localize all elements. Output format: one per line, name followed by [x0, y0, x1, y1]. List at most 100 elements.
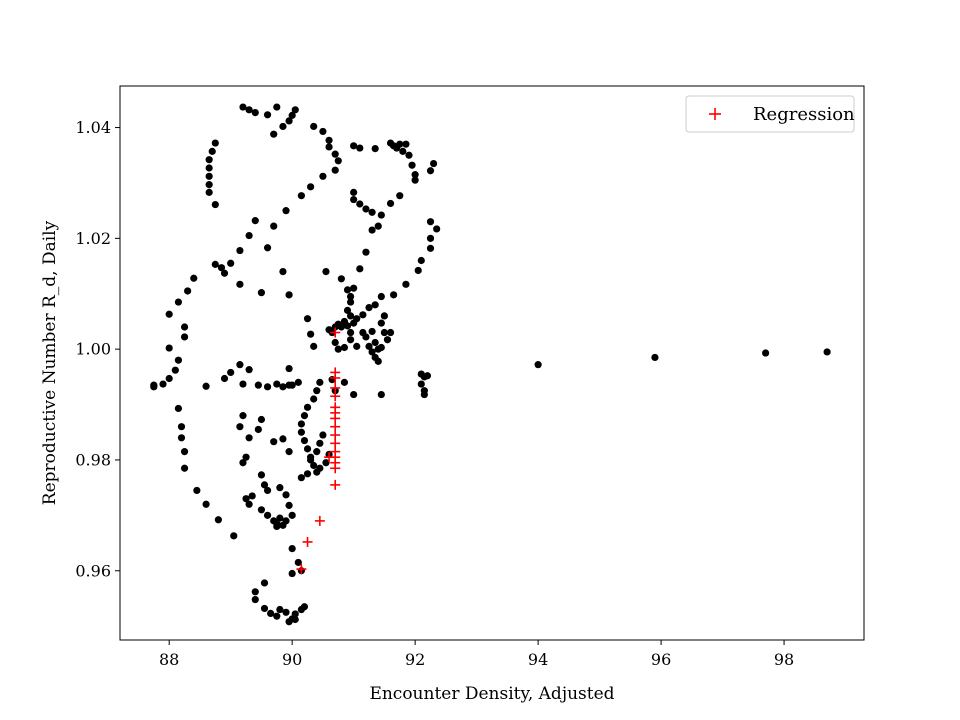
regression-point: [302, 536, 313, 547]
regression-point: [296, 564, 307, 575]
observed-point: [242, 453, 250, 461]
observed-point: [353, 342, 361, 350]
observed-point: [408, 161, 416, 169]
observed-point: [340, 343, 349, 352]
observed-point: [193, 486, 201, 495]
observed-point: [276, 605, 284, 614]
observed-point: [263, 383, 272, 391]
observed-point: [310, 342, 318, 350]
observed-point: [270, 222, 278, 230]
observed-point: [426, 234, 435, 242]
observed-point: [417, 256, 425, 265]
observed-point: [205, 164, 213, 172]
observed-point: [282, 207, 290, 215]
observed-point: [297, 474, 305, 482]
observed-point: [257, 289, 266, 297]
observed-point: [267, 609, 275, 618]
observed-point: [300, 412, 309, 420]
observed-point: [399, 147, 407, 155]
observed-point: [762, 349, 770, 357]
observed-point: [297, 428, 305, 436]
observed-point: [177, 434, 186, 442]
observed-point: [307, 330, 315, 338]
observed-point: [377, 319, 385, 327]
y-tick-label: 0.96: [75, 561, 111, 580]
regression-point: [330, 463, 341, 474]
observed-point: [260, 579, 269, 587]
observed-point: [291, 615, 299, 624]
regression-point: [330, 479, 341, 490]
observed-point: [350, 284, 358, 292]
observed-point: [356, 265, 364, 273]
observed-point: [174, 356, 183, 364]
observed-point: [279, 383, 287, 391]
observed-point: [316, 439, 324, 447]
x-tick-label: 92: [405, 650, 425, 669]
observed-point: [180, 448, 189, 456]
observed-point: [402, 280, 410, 288]
observed-point: [150, 383, 158, 391]
observed-point: [368, 226, 376, 234]
regression-point: [324, 452, 335, 463]
observed-point: [279, 267, 287, 276]
observed-point: [350, 142, 358, 150]
observed-point: [273, 612, 281, 620]
observed-point: [254, 425, 262, 434]
observed-point: [211, 260, 219, 268]
observed-point: [279, 435, 287, 443]
observed-point: [248, 492, 256, 500]
x-axis-ticks: 88 90 92 94 96 98: [159, 640, 794, 669]
observed-point: [377, 390, 385, 399]
observed-point: [380, 312, 388, 320]
observed-point: [202, 382, 210, 390]
observed-point: [282, 517, 290, 525]
observed-point: [411, 176, 419, 184]
y-axis-label: Reproductive Number R_d, Daily: [40, 220, 60, 505]
legend: Regression: [685, 95, 855, 133]
observed-point: [202, 500, 210, 508]
observed-point: [180, 323, 189, 331]
observed-point: [211, 200, 219, 209]
observed-point: [297, 605, 305, 614]
observed-point: [288, 381, 296, 389]
observed-point: [313, 448, 321, 456]
regression-point: [330, 372, 341, 383]
observed-point: [371, 145, 379, 153]
observed-point: [285, 117, 293, 125]
legend-label-regression: Regression: [753, 104, 855, 125]
observed-point: [390, 291, 398, 299]
observed-point: [313, 387, 321, 395]
legend-marker-regression: [709, 108, 721, 120]
observed-point: [362, 205, 370, 213]
observed-point: [205, 181, 213, 189]
observed-point: [208, 147, 216, 155]
x-tick-label: 96: [651, 650, 671, 669]
observed-point: [426, 218, 435, 226]
observed-point: [405, 151, 413, 159]
observed-point: [350, 390, 358, 399]
observed-point: [282, 608, 290, 616]
observed-point: [322, 459, 330, 467]
observed-point: [236, 361, 244, 369]
observed-point: [303, 315, 312, 323]
observed-point: [371, 338, 379, 347]
observed-point: [346, 336, 355, 344]
observed-point: [260, 604, 269, 613]
observed-point: [313, 468, 321, 476]
observed-point: [426, 244, 435, 252]
observed-point: [220, 374, 229, 383]
observed-point: [374, 222, 382, 230]
observed-point: [331, 166, 339, 174]
observed-point: [426, 167, 435, 175]
observed-point: [362, 248, 370, 256]
observed-point: [340, 378, 349, 386]
observed-point: [331, 150, 339, 158]
x-tick-label: 88: [159, 650, 179, 669]
observed-point: [174, 298, 183, 306]
observed-point: [263, 486, 272, 495]
observed-point: [276, 514, 284, 522]
observed-point: [294, 378, 302, 386]
observed-point: [254, 381, 262, 389]
observed-point: [331, 338, 339, 347]
